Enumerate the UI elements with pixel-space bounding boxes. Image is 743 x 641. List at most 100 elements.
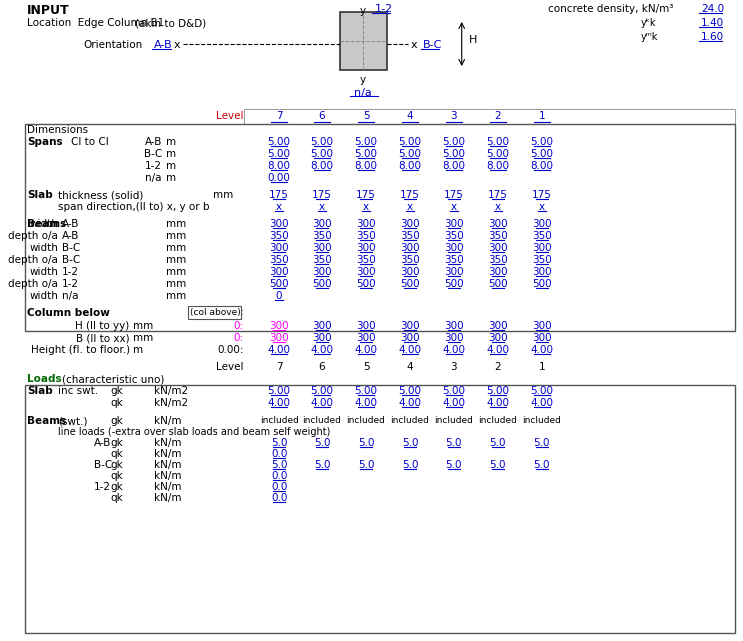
Text: 175: 175 (312, 190, 332, 200)
Text: 5: 5 (363, 362, 369, 372)
Text: qk: qk (110, 398, 123, 408)
Text: 300: 300 (444, 267, 464, 277)
Text: 300: 300 (269, 267, 289, 277)
Text: included: included (522, 416, 561, 425)
FancyBboxPatch shape (25, 124, 735, 331)
Text: B-C: B-C (62, 255, 80, 265)
Text: 300: 300 (444, 219, 464, 229)
Text: mm: mm (166, 231, 186, 241)
Text: 350: 350 (532, 231, 552, 241)
Text: 300: 300 (444, 321, 464, 331)
Text: 500: 500 (312, 279, 332, 289)
Text: 5.0: 5.0 (533, 460, 550, 470)
Text: 300: 300 (356, 219, 376, 229)
Text: 300: 300 (488, 243, 507, 253)
Text: 4.00: 4.00 (487, 398, 510, 408)
Text: x: x (411, 40, 418, 50)
Text: A-B: A-B (62, 231, 80, 241)
Text: depth o/a: depth o/a (8, 279, 59, 289)
Text: 350: 350 (312, 255, 332, 265)
Text: gk: gk (110, 438, 123, 448)
Text: x: x (319, 202, 325, 212)
Text: 300: 300 (269, 321, 289, 331)
Text: 5.0: 5.0 (446, 438, 462, 448)
Text: 4.00: 4.00 (354, 345, 377, 355)
Text: 1: 1 (539, 111, 545, 121)
Text: 175: 175 (488, 190, 507, 200)
Text: 350: 350 (488, 231, 507, 241)
Text: 350: 350 (269, 255, 289, 265)
Text: 24.0: 24.0 (701, 4, 724, 14)
Text: 500: 500 (488, 279, 507, 289)
Text: x: x (363, 202, 369, 212)
Text: 350: 350 (444, 255, 464, 265)
Text: Loads: Loads (27, 374, 62, 384)
Text: 1-2: 1-2 (374, 4, 393, 14)
Text: kN/m2: kN/m2 (154, 386, 188, 396)
Text: Orientation: Orientation (83, 40, 143, 50)
Text: kN/m: kN/m (154, 416, 181, 426)
Text: 350: 350 (356, 231, 376, 241)
Text: 7: 7 (276, 111, 282, 121)
Text: 300: 300 (269, 333, 289, 343)
Text: 500: 500 (400, 279, 420, 289)
Text: B-C: B-C (143, 149, 162, 159)
Text: 4.00: 4.00 (398, 345, 421, 355)
Text: m: m (166, 173, 176, 183)
Text: H: H (469, 35, 477, 45)
Text: 5.0: 5.0 (402, 460, 418, 470)
Text: 1.60: 1.60 (701, 32, 724, 42)
Text: 300: 300 (444, 243, 464, 253)
Text: included: included (391, 416, 429, 425)
Text: 0.0: 0.0 (271, 471, 288, 481)
Text: included: included (259, 416, 299, 425)
Text: B-C: B-C (94, 460, 111, 470)
Text: 5.00: 5.00 (531, 137, 554, 147)
Text: A-B: A-B (154, 40, 172, 50)
Text: B (ll to xx): B (ll to xx) (76, 333, 129, 343)
Text: x: x (276, 202, 282, 212)
Text: 300: 300 (488, 333, 507, 343)
Text: mm: mm (166, 219, 186, 229)
Text: gk: gk (110, 416, 123, 426)
Text: 350: 350 (400, 231, 420, 241)
Text: m: m (166, 161, 176, 171)
Text: 300: 300 (532, 267, 551, 277)
Text: 5.00: 5.00 (531, 149, 554, 159)
Text: 300: 300 (356, 321, 376, 331)
Text: A-B: A-B (62, 219, 80, 229)
Text: 4.00: 4.00 (354, 398, 377, 408)
Text: 4.00: 4.00 (531, 398, 554, 408)
Text: 5.00: 5.00 (267, 386, 291, 396)
Text: gk: gk (110, 386, 123, 396)
Text: Spans: Spans (27, 137, 62, 147)
Text: included: included (346, 416, 386, 425)
Text: 4.00: 4.00 (267, 345, 291, 355)
Text: line loads (-extra over slab loads and beam self weight): line loads (-extra over slab loads and b… (59, 427, 331, 437)
Text: 5.00: 5.00 (311, 149, 334, 159)
Text: 4.00: 4.00 (442, 345, 465, 355)
Text: 5.0: 5.0 (490, 460, 506, 470)
Text: 5.0: 5.0 (533, 438, 550, 448)
Text: width: width (30, 291, 59, 301)
Text: 5.0: 5.0 (490, 438, 506, 448)
Text: 4: 4 (406, 362, 413, 372)
Text: width: width (30, 267, 59, 277)
Text: 0.0: 0.0 (271, 482, 288, 492)
Text: 300: 300 (312, 333, 332, 343)
Text: kN/m: kN/m (154, 438, 181, 448)
Text: (col above):: (col above): (190, 308, 244, 317)
Text: 1-2: 1-2 (62, 267, 80, 277)
Text: mm: mm (166, 279, 186, 289)
Text: 5.0: 5.0 (271, 460, 288, 470)
Text: 4.00: 4.00 (442, 398, 465, 408)
Text: 5.00: 5.00 (398, 149, 421, 159)
Text: 300: 300 (444, 333, 464, 343)
Text: x: x (451, 202, 457, 212)
Text: 2: 2 (495, 111, 502, 121)
Text: 350: 350 (400, 255, 420, 265)
Text: 1.40: 1.40 (701, 18, 724, 28)
Text: 300: 300 (356, 333, 376, 343)
Text: mm: mm (166, 291, 186, 301)
Text: 300: 300 (488, 321, 507, 331)
